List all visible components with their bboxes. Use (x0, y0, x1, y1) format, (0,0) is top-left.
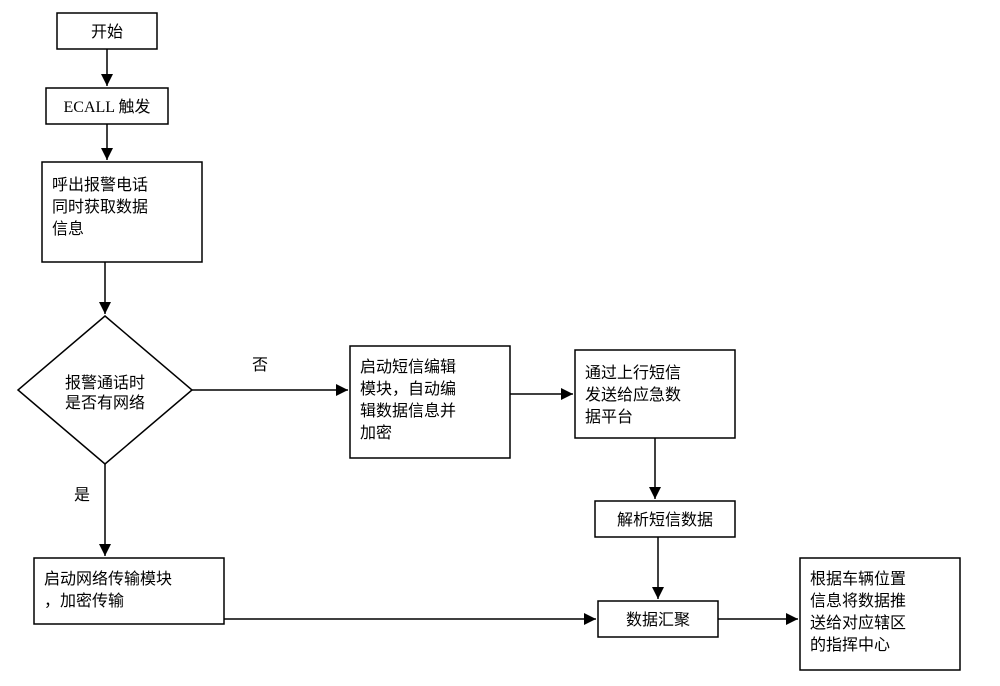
node-sms-edit-line1: 启动短信编辑 (360, 358, 456, 376)
node-push-line1: 根据车辆位置 (810, 570, 906, 588)
node-callout-line3: 信息 (52, 220, 84, 238)
node-push-line4: 的指挥中心 (810, 636, 890, 654)
node-net-line2: ，加密传输 (44, 592, 124, 610)
node-start-label: 开始 (91, 23, 123, 41)
node-ecall-label: ECALL 触发 (64, 98, 151, 116)
node-net-line1: 启动网络传输模块 (44, 569, 172, 588)
node-callout-line1: 呼出报警电话 (52, 176, 148, 194)
node-aggregate-label: 数据汇聚 (626, 611, 690, 629)
node-decision-line1: 报警通话时 (65, 374, 145, 392)
node-sms-edit-line3: 辑数据信息并 (360, 402, 456, 420)
node-sms-edit-line2: 模块，自动编 (360, 380, 456, 398)
node-decision-line2: 是否有网络 (65, 393, 145, 412)
node-push-line3: 送给对应辖区 (810, 613, 906, 632)
node-sms-edit-line4: 加密 (360, 424, 392, 442)
node-net (34, 558, 224, 624)
edge-label-yes: 是 (74, 487, 90, 504)
node-sms-send-line1: 通过上行短信 (585, 364, 681, 382)
node-sms-send-line2: 发送给应急数 (585, 385, 681, 404)
node-parse-label: 解析短信数据 (617, 511, 713, 529)
node-sms-send-line3: 据平台 (585, 408, 633, 426)
node-push-line2: 信息将数据推 (810, 592, 906, 610)
node-callout-line2: 同时获取数据 (52, 198, 148, 216)
edge-label-no: 否 (252, 357, 268, 374)
